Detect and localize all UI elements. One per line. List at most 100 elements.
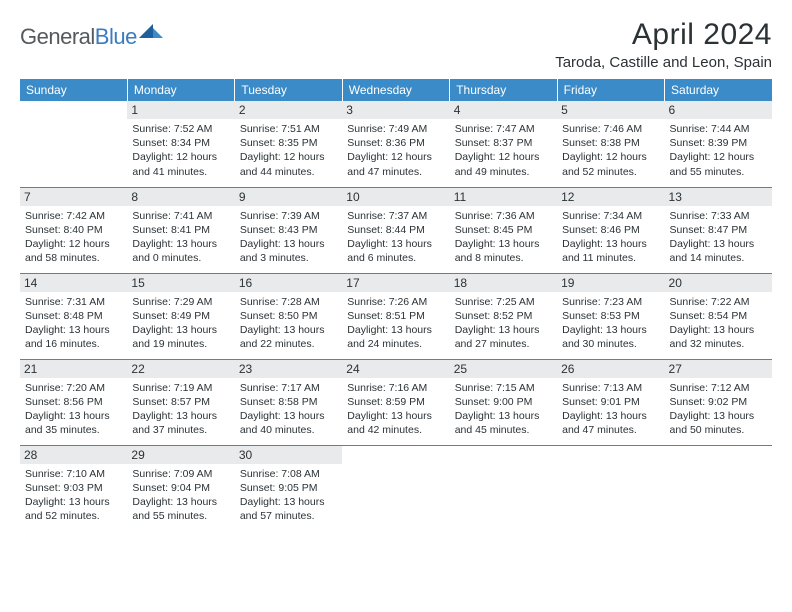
- calendar-cell: 4 Sunrise: 7:47 AMSunset: 8:37 PMDaylight…: [450, 101, 557, 187]
- day-number: 23: [235, 360, 342, 378]
- day-number: 4: [450, 101, 557, 119]
- day-details: Sunrise: 7:15 AMSunset: 9:00 PMDaylight:…: [455, 381, 552, 438]
- calendar-cell: 13 Sunrise: 7:33 AMSunset: 8:47 PMDayligh…: [665, 187, 772, 273]
- day-details: Sunrise: 7:33 AMSunset: 8:47 PMDaylight:…: [670, 209, 767, 266]
- day-number: 8: [127, 188, 234, 206]
- day-number: 26: [557, 360, 664, 378]
- day-details: Sunrise: 7:51 AMSunset: 8:35 PMDaylight:…: [240, 122, 337, 179]
- day-details: Sunrise: 7:17 AMSunset: 8:58 PMDaylight:…: [240, 381, 337, 438]
- calendar-body: 1 Sunrise: 7:52 AMSunset: 8:34 PMDaylight…: [20, 101, 772, 531]
- calendar-head: SundayMondayTuesdayWednesdayThursdayFrid…: [20, 79, 772, 101]
- calendar-cell: 24Sunrise: 7:16 AMSunset: 8:59 PMDayligh…: [342, 359, 449, 445]
- calendar-cell: 1 Sunrise: 7:52 AMSunset: 8:34 PMDaylight…: [127, 101, 234, 187]
- day-number: 1: [127, 101, 234, 119]
- calendar-cell: 12 Sunrise: 7:34 AMSunset: 8:46 PMDayligh…: [557, 187, 664, 273]
- calendar-cell: [450, 445, 557, 531]
- calendar-table: SundayMondayTuesdayWednesdayThursdayFrid…: [20, 79, 772, 531]
- day-number: 20: [665, 274, 772, 292]
- day-details: Sunrise: 7:09 AMSunset: 9:04 PMDaylight:…: [132, 467, 229, 524]
- logo: General Blue: [20, 24, 163, 50]
- calendar-cell: 26 Sunrise: 7:13 AMSunset: 9:01 PMDayligh…: [557, 359, 664, 445]
- day-details: Sunrise: 7:34 AMSunset: 8:46 PMDaylight:…: [562, 209, 659, 266]
- day-number: 15: [127, 274, 234, 292]
- calendar-row: 1 Sunrise: 7:52 AMSunset: 8:34 PMDaylight…: [20, 101, 772, 187]
- day-number: 30: [235, 446, 342, 464]
- day-number: 17: [342, 274, 449, 292]
- column-header: Wednesday: [342, 79, 449, 101]
- calendar-row: 14 Sunrise: 7:31 AMSunset: 8:48 PMDayligh…: [20, 273, 772, 359]
- calendar-row: 7 Sunrise: 7:42 AMSunset: 8:40 PMDaylight…: [20, 187, 772, 273]
- day-details: Sunrise: 7:20 AMSunset: 8:56 PMDaylight:…: [25, 381, 122, 438]
- day-details: Sunrise: 7:36 AMSunset: 8:45 PMDaylight:…: [455, 209, 552, 266]
- day-details: Sunrise: 7:16 AMSunset: 8:59 PMDaylight:…: [347, 381, 444, 438]
- day-details: Sunrise: 7:52 AMSunset: 8:34 PMDaylight:…: [132, 122, 229, 179]
- calendar-cell: 8Sunrise: 7:41 AMSunset: 8:41 PMDaylight…: [127, 187, 234, 273]
- day-details: Sunrise: 7:08 AMSunset: 9:05 PMDaylight:…: [240, 467, 337, 524]
- day-number: 12: [557, 188, 664, 206]
- day-number: 14: [20, 274, 127, 292]
- location: Taroda, Castille and Leon, Spain: [555, 54, 772, 71]
- month-title: April 2024: [555, 18, 772, 52]
- calendar-cell: 14 Sunrise: 7:31 AMSunset: 8:48 PMDayligh…: [20, 273, 127, 359]
- column-header: Sunday: [20, 79, 127, 101]
- calendar-cell: 16 Sunrise: 7:28 AMSunset: 8:50 PMDayligh…: [235, 273, 342, 359]
- day-details: Sunrise: 7:22 AMSunset: 8:54 PMDaylight:…: [670, 295, 767, 352]
- day-details: Sunrise: 7:12 AMSunset: 9:02 PMDaylight:…: [670, 381, 767, 438]
- column-header: Saturday: [665, 79, 772, 101]
- day-number: 10: [342, 188, 449, 206]
- day-details: Sunrise: 7:28 AMSunset: 8:50 PMDaylight:…: [240, 295, 337, 352]
- calendar-cell: 29 Sunrise: 7:09 AMSunset: 9:04 PMDayligh…: [127, 445, 234, 531]
- column-header: Thursday: [450, 79, 557, 101]
- day-details: Sunrise: 7:19 AMSunset: 8:57 PMDaylight:…: [132, 381, 229, 438]
- calendar-cell: 18Sunrise: 7:25 AMSunset: 8:52 PMDayligh…: [450, 273, 557, 359]
- calendar-cell: 23 Sunrise: 7:17 AMSunset: 8:58 PMDayligh…: [235, 359, 342, 445]
- title-area: April 2024 Taroda, Castille and Leon, Sp…: [555, 18, 772, 71]
- calendar-cell: 25 Sunrise: 7:15 AMSunset: 9:00 PMDayligh…: [450, 359, 557, 445]
- calendar-cell: 17 Sunrise: 7:26 AMSunset: 8:51 PMDayligh…: [342, 273, 449, 359]
- calendar-cell: 27Sunrise: 7:12 AMSunset: 9:02 PMDayligh…: [665, 359, 772, 445]
- day-number: 22: [127, 360, 234, 378]
- calendar-cell: 20 Sunrise: 7:22 AMSunset: 8:54 PMDayligh…: [665, 273, 772, 359]
- day-number: 28: [20, 446, 127, 464]
- logo-text-general: General: [20, 24, 95, 50]
- day-number: 16: [235, 274, 342, 292]
- day-details: Sunrise: 7:37 AMSunset: 8:44 PMDaylight:…: [347, 209, 444, 266]
- day-details: Sunrise: 7:25 AMSunset: 8:52 PMDaylight:…: [455, 295, 552, 352]
- calendar-cell: 28 Sunrise: 7:10 AMSunset: 9:03 PMDayligh…: [20, 445, 127, 531]
- column-header: Tuesday: [235, 79, 342, 101]
- day-number: 7: [20, 188, 127, 206]
- calendar-cell: 30 Sunrise: 7:08 AMSunset: 9:05 PMDayligh…: [235, 445, 342, 531]
- calendar-cell: 6Sunrise: 7:44 AMSunset: 8:39 PMDaylight…: [665, 101, 772, 187]
- day-details: Sunrise: 7:49 AMSunset: 8:36 PMDaylight:…: [347, 122, 444, 179]
- day-number: 13: [665, 188, 772, 206]
- day-details: Sunrise: 7:42 AMSunset: 8:40 PMDaylight:…: [25, 209, 122, 266]
- day-details: Sunrise: 7:46 AMSunset: 8:38 PMDaylight:…: [562, 122, 659, 179]
- calendar-row: 28 Sunrise: 7:10 AMSunset: 9:03 PMDayligh…: [20, 445, 772, 531]
- calendar-cell: [665, 445, 772, 531]
- day-details: Sunrise: 7:23 AMSunset: 8:53 PMDaylight:…: [562, 295, 659, 352]
- day-number: 29: [127, 446, 234, 464]
- calendar-cell: [20, 101, 127, 187]
- calendar-cell: 5Sunrise: 7:46 AMSunset: 8:38 PMDaylight…: [557, 101, 664, 187]
- calendar-cell: 9 Sunrise: 7:39 AMSunset: 8:43 PMDaylight…: [235, 187, 342, 273]
- page: General Blue April 2024 Taroda, Castille…: [0, 0, 792, 531]
- day-number: 2: [235, 101, 342, 119]
- day-details: Sunrise: 7:13 AMSunset: 9:01 PMDaylight:…: [562, 381, 659, 438]
- calendar-cell: [557, 445, 664, 531]
- logo-mark-icon: [139, 22, 163, 45]
- day-number: 21: [20, 360, 127, 378]
- column-header: Monday: [127, 79, 234, 101]
- calendar-cell: 19Sunrise: 7:23 AMSunset: 8:53 PMDayligh…: [557, 273, 664, 359]
- column-header: Friday: [557, 79, 664, 101]
- day-details: Sunrise: 7:31 AMSunset: 8:48 PMDaylight:…: [25, 295, 122, 352]
- day-number: 9: [235, 188, 342, 206]
- day-details: Sunrise: 7:47 AMSunset: 8:37 PMDaylight:…: [455, 122, 552, 179]
- day-details: Sunrise: 7:39 AMSunset: 8:43 PMDaylight:…: [240, 209, 337, 266]
- logo-text-blue: Blue: [95, 24, 137, 50]
- day-details: Sunrise: 7:44 AMSunset: 8:39 PMDaylight:…: [670, 122, 767, 179]
- day-details: Sunrise: 7:10 AMSunset: 9:03 PMDaylight:…: [25, 467, 122, 524]
- day-details: Sunrise: 7:26 AMSunset: 8:51 PMDaylight:…: [347, 295, 444, 352]
- calendar-cell: 22 Sunrise: 7:19 AMSunset: 8:57 PMDayligh…: [127, 359, 234, 445]
- day-number: 11: [450, 188, 557, 206]
- day-number: 25: [450, 360, 557, 378]
